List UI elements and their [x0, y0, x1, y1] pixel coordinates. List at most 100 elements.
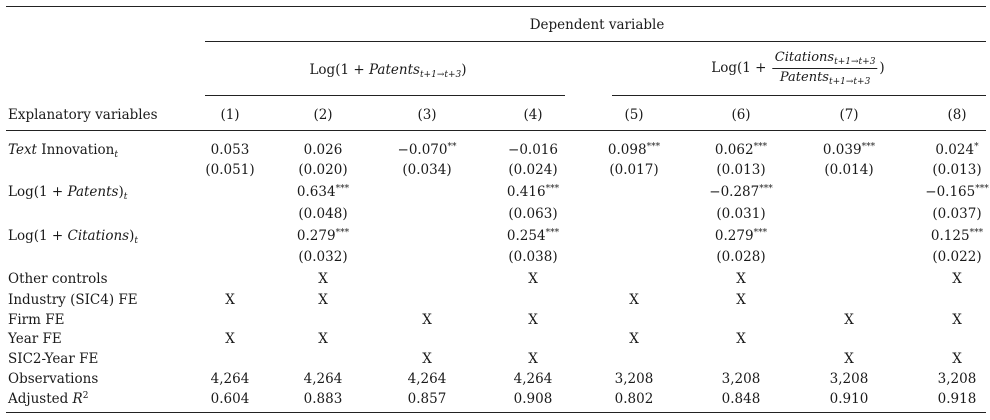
dv1-var: Patents — [368, 62, 420, 78]
coef-log-patents-2: 0.634*** — [297, 184, 349, 200]
value-adj-r2-5-value: 0.802 — [614, 391, 654, 407]
row-label-other-controls: Other controls — [8, 271, 108, 287]
coef-log-patents-6-stars: *** — [759, 184, 773, 194]
text-innovation-rest: Innovation — [36, 142, 115, 158]
mark-sic2-year-fe-4-value: X — [528, 351, 538, 367]
column-header-5: (5) — [624, 107, 643, 123]
se-text-innovation-4-value: (0.024) — [508, 162, 558, 178]
se-text-innovation-7-value: (0.014) — [824, 162, 874, 178]
value-adj-r2-7-value: 0.910 — [829, 391, 869, 407]
se-log-patents-8-value: (0.037) — [932, 206, 982, 222]
se-text-innovation-5: (0.017) — [609, 162, 658, 178]
mark-other-controls-4-value: X — [528, 271, 538, 287]
coef-log-citations-8-stars: *** — [969, 228, 984, 238]
value-adj-r2-2-value: 0.883 — [303, 391, 343, 407]
mark-year-fe-2-value: X — [318, 331, 328, 347]
coef-text-innovation-5-value: 0.098 — [607, 142, 647, 158]
dv2-rule — [612, 95, 986, 96]
value-adj-r2-4: 0.908 — [514, 391, 553, 407]
se-text-innovation-3: (0.034) — [402, 162, 451, 178]
se-log-patents-6: (0.031) — [716, 206, 765, 222]
mark-industry-fe-1-value: X — [225, 292, 235, 308]
coef-log-citations-6-stars: *** — [753, 228, 768, 238]
dependent-variable-rule — [205, 41, 986, 42]
mark-other-controls-4: X — [528, 271, 538, 287]
dv2-denominator-sub: t+1→t+3 — [828, 77, 871, 87]
mark-year-fe-1: X — [225, 331, 235, 347]
text-innovation-sub: t — [114, 150, 118, 160]
mark-sic2-year-fe-8-value: X — [952, 351, 962, 367]
coef-text-innovation-1: 0.053 — [211, 142, 250, 158]
se-log-patents-6-value: (0.031) — [716, 206, 766, 222]
se-log-patents-4: (0.063) — [508, 206, 557, 222]
se-log-citations-4-value: (0.038) — [508, 249, 558, 265]
mark-industry-fe-1: X — [225, 292, 235, 308]
se-text-innovation-4: (0.024) — [508, 162, 557, 178]
value-adj-r2-6-value: 0.848 — [721, 391, 761, 407]
column-header-6-value: (6) — [731, 107, 751, 123]
se-text-innovation-2: (0.020) — [298, 162, 347, 178]
coef-log-patents-4-value: 0.416 — [506, 184, 546, 200]
mark-firm-fe-7-value: X — [844, 312, 854, 328]
mark-sic2-year-fe-8: X — [952, 351, 962, 367]
value-observations-4-value: 4,264 — [513, 371, 553, 387]
mark-year-fe-6-value: X — [736, 331, 746, 347]
se-log-patents-4-value: (0.063) — [508, 206, 558, 222]
mark-sic2-year-fe-4: X — [528, 351, 538, 367]
dv2-header: Log(1 + Citationst+1→t+3 Patentst+1→t+3) — [711, 50, 884, 87]
coef-text-innovation-5-stars: *** — [646, 142, 661, 152]
mark-year-fe-2: X — [318, 331, 328, 347]
se-text-innovation-6: (0.013) — [716, 162, 765, 178]
coef-log-citations-2-value: 0.279 — [296, 228, 336, 244]
value-observations-1-value: 4,264 — [210, 371, 250, 387]
row-label-industry-fe: Industry (SIC4) FE — [8, 292, 138, 308]
column-header-2-value: (2) — [313, 107, 333, 123]
coef-text-innovation-5: 0.098*** — [608, 142, 660, 158]
coef-log-citations-2-stars: *** — [335, 228, 350, 238]
coef-log-patents-6-value: −0.287 — [709, 184, 760, 200]
mark-firm-fe-3: X — [422, 312, 432, 328]
coef-log-citations-2: 0.279*** — [297, 228, 349, 244]
value-adj-r2-6: 0.848 — [722, 391, 761, 407]
adj-r2-sup: 2 — [82, 391, 89, 401]
value-adj-r2-5: 0.802 — [615, 391, 654, 407]
bottom-rule — [6, 412, 986, 413]
se-text-innovation-8: (0.013) — [932, 162, 981, 178]
coef-text-innovation-6-stars: *** — [753, 142, 768, 152]
column-header-3-value: (3) — [417, 107, 437, 123]
value-observations-7: 3,208 — [830, 371, 869, 387]
se-text-innovation-3-value: (0.034) — [402, 162, 452, 178]
mark-other-controls-2: X — [318, 271, 328, 287]
dv2-numerator-sub: t+1→t+3 — [834, 57, 876, 67]
se-log-citations-6-value: (0.028) — [716, 249, 766, 265]
mark-year-fe-6: X — [736, 331, 746, 347]
value-adj-r2-7: 0.910 — [830, 391, 869, 407]
mark-sic2-year-fe-3: X — [422, 351, 432, 367]
dv1-prefix: Log(1 + — [309, 62, 369, 78]
se-log-patents-2-value: (0.048) — [298, 206, 348, 222]
coef-log-citations-4: 0.254*** — [507, 228, 559, 244]
coef-log-patents-8-stars: *** — [975, 184, 989, 194]
se-log-citations-4: (0.038) — [508, 249, 557, 265]
se-log-citations-2-value: (0.032) — [298, 249, 348, 265]
row-label-log-citations: Log(1 + Citations)t — [8, 228, 138, 246]
value-adj-r2-1-value: 0.604 — [210, 391, 250, 407]
mark-industry-fe-2-value: X — [318, 292, 328, 308]
row-label-sic2-year-fe: SIC2-Year FE — [8, 351, 99, 367]
mark-industry-fe-6-value: X — [736, 292, 746, 308]
column-header-5-value: (5) — [624, 107, 644, 123]
dv2-fraction: Citationst+1→t+3 Patentst+1→t+3 — [772, 50, 878, 87]
se-log-patents-2: (0.048) — [298, 206, 347, 222]
column-header-3: (3) — [417, 107, 436, 123]
mark-other-controls-8-value: X — [952, 271, 962, 287]
se-text-innovation-5-value: (0.017) — [609, 162, 659, 178]
column-header-7-value: (7) — [839, 107, 859, 123]
column-header-1-value: (1) — [220, 107, 240, 123]
dv2-numerator: Citations — [774, 50, 835, 65]
value-observations-2-value: 4,264 — [303, 371, 343, 387]
mark-firm-fe-8-value: X — [952, 312, 962, 328]
mark-other-controls-6: X — [736, 271, 746, 287]
se-text-innovation-2-value: (0.020) — [298, 162, 348, 178]
se-log-citations-2: (0.032) — [298, 249, 347, 265]
value-adj-r2-2: 0.883 — [304, 391, 343, 407]
